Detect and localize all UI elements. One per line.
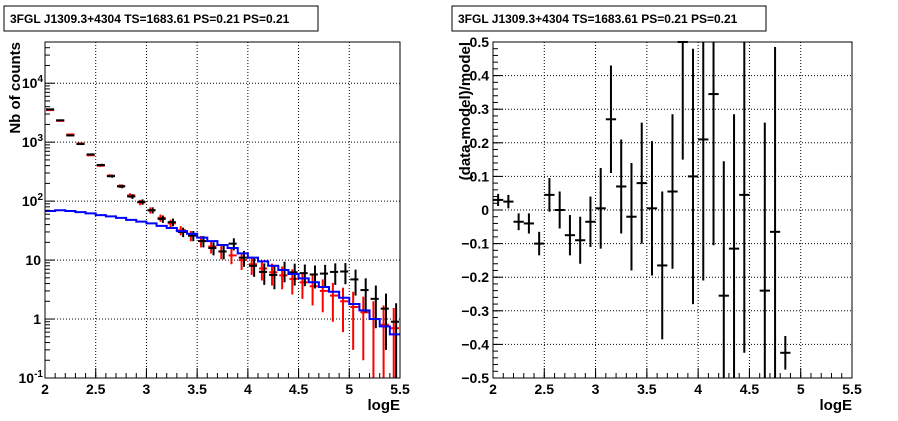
y-tick-label: 0.3 (470, 101, 490, 117)
x-tick-label: 5.5 (842, 381, 862, 397)
residual-panel: 3FGL J1309.3+4304 TS=1683.61 PS=0.21 PS=… (451, 5, 862, 414)
y-tick-label: 10-1 (19, 369, 44, 386)
x-tick-label: 2.5 (535, 381, 555, 397)
x-tick-label: 3 (143, 381, 151, 397)
y-tick-label: −0.1 (461, 236, 489, 252)
right-title-box (451, 5, 767, 32)
x-tick-label: 4 (694, 381, 702, 397)
y-tick-label: 104 (22, 74, 44, 91)
y-tick-label: 102 (22, 192, 44, 209)
x-tick-label: 5 (345, 381, 353, 397)
x-tick-label: 2 (41, 381, 49, 397)
right-x-axis-label: logE (820, 397, 853, 414)
x-tick-label: 3.5 (187, 381, 207, 397)
x-tick-label: 2 (489, 381, 497, 397)
y-tick-label: 0.2 (470, 135, 490, 151)
y-tick-label: −0.2 (461, 269, 489, 285)
counts-panel: 3FGL J1309.3+4304 TS=1683.61 PS=0.21 PS=… (3, 5, 410, 414)
left-y-axis-label: Nb of counts (7, 42, 24, 134)
x-tick-label: 3 (592, 381, 600, 397)
left-x-axis-label: logE (368, 397, 401, 414)
y-tick-label: 10 (25, 252, 41, 268)
y-tick-label: −0.3 (461, 303, 489, 319)
right-chart-title: 3FGL J1309.3+4304 TS=1683.61 PS=0.21 PS=… (458, 12, 738, 26)
model-step-line (45, 209, 400, 336)
y-tick-label: 1 (33, 311, 41, 327)
right-y-axis-label: (data-model)/model (457, 42, 474, 180)
y-tick-label: 0 (481, 202, 489, 218)
y-tick-label: −0.5 (461, 370, 489, 386)
x-tick-label: 5 (797, 381, 805, 397)
left-plot-frame (44, 41, 401, 379)
x-tick-label: 3.5 (637, 381, 657, 397)
x-tick-label: 5.5 (390, 381, 410, 397)
left-chart-title: 3FGL J1309.3+4304 TS=1683.61 PS=0.21 PS=… (10, 12, 290, 26)
y-tick-label: 0.4 (470, 68, 490, 84)
x-tick-label: 4.5 (740, 381, 760, 397)
left-title-box (3, 5, 319, 32)
y-tick-label: 103 (22, 133, 44, 150)
y-tick-label: 0.5 (470, 34, 490, 50)
y-tick-label: 0.1 (470, 168, 490, 184)
x-tick-label: 4 (244, 381, 252, 397)
x-tick-label: 2.5 (86, 381, 106, 397)
x-tick-label: 4.5 (289, 381, 309, 397)
y-tick-label: −0.4 (461, 336, 489, 352)
